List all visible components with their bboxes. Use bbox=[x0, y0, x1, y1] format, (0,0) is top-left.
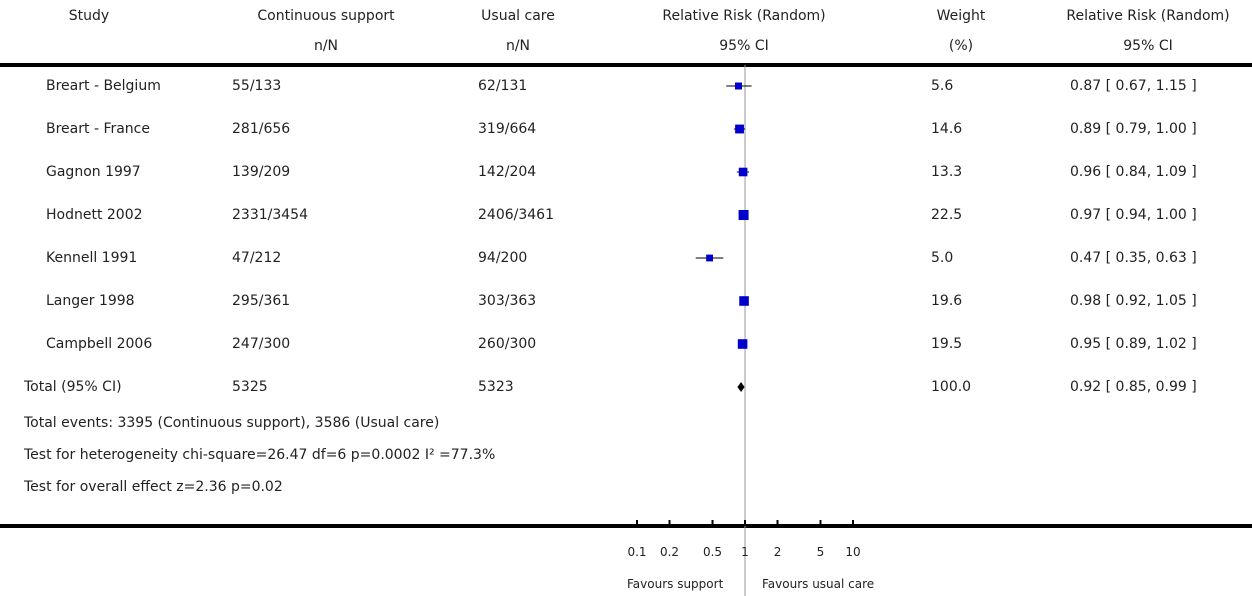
header-ci-sub: 95% CI bbox=[1123, 38, 1173, 54]
study-group2: 260/300 bbox=[478, 336, 537, 352]
study-name: Campbell 2006 bbox=[46, 336, 153, 352]
study-ci: 0.87 [ 0.67, 1.15 ] bbox=[1070, 78, 1197, 94]
study-group2: 319/664 bbox=[478, 121, 537, 137]
study-group2: 62/131 bbox=[478, 78, 528, 94]
header-group1: Continuous support bbox=[257, 8, 395, 24]
study-group2: 303/363 bbox=[478, 293, 537, 309]
header-group1-sub: n/N bbox=[313, 38, 339, 54]
study-name: Breart - France bbox=[46, 121, 150, 137]
study-weight: 13.3 bbox=[931, 164, 963, 180]
pooled-diamond bbox=[737, 382, 745, 392]
header-weight: Weight bbox=[936, 8, 986, 24]
study-weight: 5.0 bbox=[931, 250, 954, 266]
axis-tick-label: 0.5 bbox=[703, 545, 722, 559]
study-group2: 2406/3461 bbox=[478, 207, 554, 223]
header-weight-sub: (%) bbox=[948, 38, 974, 54]
header-effect: Relative Risk (Random) bbox=[662, 8, 826, 24]
header-rule bbox=[0, 63, 1252, 67]
total-weight: 100.0 bbox=[931, 379, 972, 395]
study-marker bbox=[706, 254, 714, 262]
study-weight: 5.6 bbox=[931, 78, 954, 94]
study-weight: 19.6 bbox=[931, 293, 963, 309]
axis-tick-label: 2 bbox=[774, 545, 782, 559]
study-marker bbox=[738, 167, 748, 177]
study-weight: 22.5 bbox=[931, 207, 963, 223]
study-name: Hodnett 2002 bbox=[46, 207, 143, 223]
axis-tick-label: 5 bbox=[817, 545, 825, 559]
bottom-rule bbox=[0, 524, 1252, 528]
footnote-heterogeneity: Test for heterogeneity chi-square=26.47 … bbox=[24, 447, 496, 463]
study-ci: 0.98 [ 0.92, 1.05 ] bbox=[1070, 293, 1197, 309]
study-marker bbox=[735, 124, 744, 134]
total-group2: 5323 bbox=[478, 379, 514, 395]
study-weight: 19.5 bbox=[931, 336, 963, 352]
footnote-events: Total events: 3395 (Continuous support),… bbox=[24, 415, 440, 431]
study-name: Langer 1998 bbox=[46, 293, 135, 309]
axis-tick-label: 0.2 bbox=[660, 545, 679, 559]
study-name: Kennell 1991 bbox=[46, 250, 138, 266]
study-ci: 0.95 [ 0.89, 1.02 ] bbox=[1070, 336, 1197, 352]
study-marker bbox=[734, 82, 742, 90]
favours-left-label: Favours support bbox=[627, 577, 724, 591]
study-weight: 14.6 bbox=[931, 121, 963, 137]
axis-tick-label: 10 bbox=[845, 545, 860, 559]
favours-right-label: Favours usual care bbox=[762, 577, 875, 591]
footnote-overall: Test for overall effect z=2.36 p=0.02 bbox=[24, 479, 283, 495]
total-ci: 0.92 [ 0.85, 0.99 ] bbox=[1070, 379, 1197, 395]
study-group1: 247/300 bbox=[232, 336, 291, 352]
study-group1: 55/133 bbox=[232, 78, 282, 94]
axis-tick-label: 0.1 bbox=[627, 545, 646, 559]
study-group1: 139/209 bbox=[232, 164, 291, 180]
study-name: Breart - Belgium bbox=[46, 78, 161, 94]
header-group2: Usual care bbox=[481, 8, 555, 24]
study-ci: 0.47 [ 0.35, 0.63 ] bbox=[1070, 250, 1197, 266]
study-marker bbox=[738, 210, 749, 220]
study-group2: 142/204 bbox=[478, 164, 537, 180]
header-group2-sub: n/N bbox=[505, 38, 531, 54]
study-marker bbox=[739, 296, 749, 306]
study-ci: 0.89 [ 0.79, 1.00 ] bbox=[1070, 121, 1197, 137]
study-group1: 2331/3454 bbox=[232, 207, 308, 223]
study-name: Gagnon 1997 bbox=[46, 164, 141, 180]
axis-tick-label: 1 bbox=[741, 545, 749, 559]
study-group1: 281/656 bbox=[232, 121, 291, 137]
study-group1: 47/212 bbox=[232, 250, 282, 266]
total-group1: 5325 bbox=[232, 379, 268, 395]
study-ci: 0.97 [ 0.94, 1.00 ] bbox=[1070, 207, 1197, 223]
study-group1: 295/361 bbox=[232, 293, 291, 309]
total-label: Total (95% CI) bbox=[24, 379, 122, 395]
study-group2: 94/200 bbox=[478, 250, 528, 266]
header-study: Study bbox=[68, 8, 110, 24]
header-ci: Relative Risk (Random) bbox=[1066, 8, 1230, 24]
study-marker bbox=[737, 339, 748, 349]
header-effect-sub: 95% CI bbox=[719, 38, 769, 54]
study-ci: 0.96 [ 0.84, 1.09 ] bbox=[1070, 164, 1197, 180]
